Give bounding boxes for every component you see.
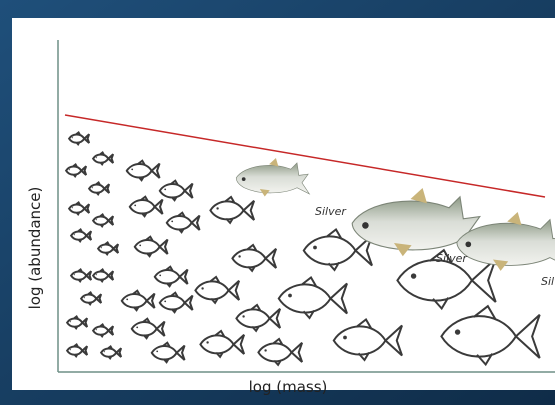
species-label: Silver xyxy=(436,252,468,265)
y-axis-label: log (abundance) xyxy=(26,187,44,310)
trend-line xyxy=(64,114,546,198)
species-label: Silver xyxy=(315,205,347,218)
diagram: Silver Silver Silver xyxy=(57,40,555,373)
species-label: Silver xyxy=(541,275,555,288)
x-axis-label: log (mass) xyxy=(249,378,328,396)
